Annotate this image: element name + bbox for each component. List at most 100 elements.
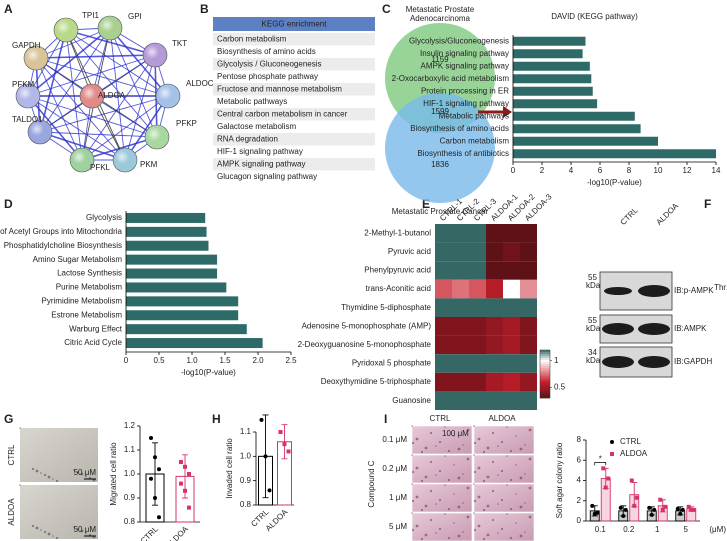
data-point [647,505,652,510]
data-point [267,488,272,493]
speck [473,470,477,474]
venn-label: Metastatic Prostate [406,5,475,14]
x-tick-label: 0 [124,356,129,365]
y-tick-label: 8 [577,435,582,444]
category-label: Citric Acid Cycle [64,338,122,347]
row-label: 2-Methyl-1-butanol [364,228,431,237]
legend-marker [610,440,614,444]
node-highlight [30,122,44,136]
speck [473,454,475,456]
data-point [652,507,657,512]
x-tick-label: 6 [598,166,603,175]
data-point [663,504,668,509]
heatmap-cell [503,279,520,299]
colorbar-segment [540,380,550,383]
speck [509,478,513,482]
bar [126,338,263,349]
network-edge [35,57,83,161]
network-edge [109,27,158,138]
heatmap-cell [503,317,520,336]
data-point [149,476,153,481]
bar [126,254,218,265]
speck [444,426,446,428]
data-point [590,503,595,508]
speck [524,473,526,475]
heatmap-cell [469,372,486,392]
data-point [603,485,608,490]
speck [497,474,499,476]
speck [500,469,504,473]
speck [486,504,490,508]
panel-letter: A [4,2,13,16]
y-tick-label: 1.2 [124,421,136,430]
speck [444,513,446,515]
speck [31,524,35,528]
speck [420,450,424,454]
speck [55,479,59,483]
colorbar-segment [540,370,550,373]
speck [411,528,415,532]
speck [491,460,495,464]
network-edge [65,29,169,97]
venn-label: Adenocarcinoma [410,14,471,23]
speck [435,474,437,476]
micrograph [473,483,535,513]
venn-count: 1159 [431,55,449,64]
speck [85,532,87,534]
heatmap-cell [435,317,452,336]
speck [31,467,35,471]
y-axis-label: Migrated cell ratio [109,442,118,506]
speck [515,435,517,437]
lane-label: ALDOA [655,201,681,227]
speck [497,503,499,505]
speck [411,512,413,514]
heatmap-cell [435,391,452,410]
row-label: Guanosine [392,396,431,405]
heatmap-cell [486,391,503,410]
category-label: Biosynthesis of amino acids [410,124,509,133]
micrograph [473,425,535,455]
image-row-label: ALDOA [7,498,16,526]
speck [473,425,475,427]
colorbar-tick-label: 0.5 [554,382,566,391]
x-tick-label: 0 [511,166,516,175]
speck [500,527,504,531]
node-highlight [82,86,96,100]
speck [429,460,433,464]
heatmap-cell [435,242,452,262]
venn-count: 1836 [431,160,449,169]
colorbar-segment [540,394,550,397]
annotation: * [599,454,602,463]
speck [473,499,477,503]
table-row-bg [213,145,375,158]
heatmap-cell [452,354,469,373]
speck [420,479,424,483]
data-point [259,417,264,422]
heatmap-cell [469,298,486,317]
network-edge [124,95,169,161]
data-point [263,454,268,459]
speck [453,435,455,437]
x-tick-label: ALDOA [264,507,290,533]
speck [457,534,461,538]
blot-label: IB:GAPDH [674,357,712,366]
data-point [153,455,157,460]
colorbar-segment [540,366,550,369]
y-tick-label: 0.8 [240,500,252,509]
category-label: Warburg Effect [69,324,123,333]
node-highlight [56,20,70,34]
error-bar [281,424,288,460]
table-header-bg [213,17,375,31]
speck [438,527,442,531]
node-highlight [26,48,40,62]
x-tick-label: 10 [654,166,663,175]
heatmap-cell [452,224,469,243]
table-row-bg [213,33,375,46]
table-cell: Glucagon signaling pathway [217,172,317,181]
table-cell: AMPK signaling pathway [217,160,306,169]
colorbar-segment [540,376,550,379]
category-label: Phosphatidylcholine Biosynthesis [4,241,122,250]
heatmap-cell [452,279,469,299]
blot-band [638,285,670,297]
